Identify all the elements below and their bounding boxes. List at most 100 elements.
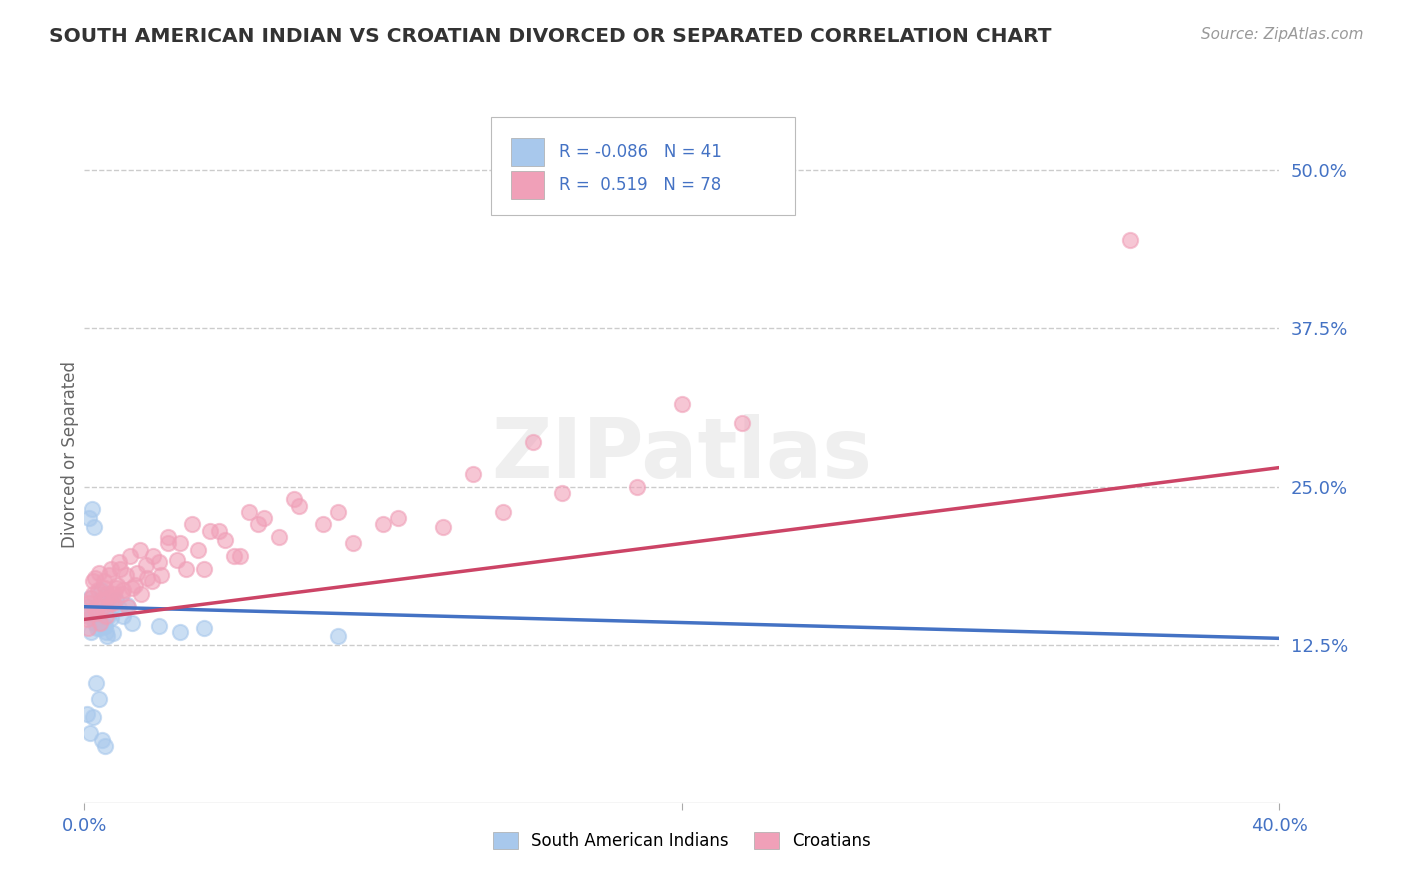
Point: [108, 562, 131, 576]
Point: [87, 612, 110, 626]
Point: [89, 616, 111, 631]
Point: [121, 616, 143, 631]
Point: [342, 536, 364, 550]
Point: [149, 568, 172, 582]
Point: [328, 505, 350, 519]
Point: [105, 578, 128, 592]
Text: SOUTH AMERICAN INDIAN VS CROATIAN DIVORCED OR SEPARATED CORRELATION CHART: SOUTH AMERICAN INDIAN VS CROATIAN DIVORC…: [49, 27, 1052, 45]
Point: [90, 593, 112, 607]
Point: [79, 591, 101, 605]
Point: [283, 492, 305, 507]
Point: [93, 618, 115, 632]
Point: [124, 578, 146, 592]
Point: [100, 611, 122, 625]
Point: [96, 629, 118, 643]
Point: [169, 536, 191, 550]
Point: [93, 581, 115, 595]
Point: [93, 618, 115, 632]
Point: [104, 581, 127, 595]
Text: R =  0.519   N = 78: R = 0.519 N = 78: [558, 176, 721, 194]
Point: [76, 599, 98, 614]
Point: [208, 524, 231, 538]
Point: [97, 608, 120, 623]
Point: [142, 549, 165, 563]
Point: [141, 574, 163, 589]
Point: [136, 571, 159, 585]
Point: [89, 621, 111, 635]
Point: [83, 571, 105, 585]
Point: [97, 568, 120, 582]
Point: [125, 566, 148, 580]
Point: [328, 629, 350, 643]
Point: [198, 524, 221, 538]
Point: [77, 621, 100, 635]
Point: [76, 612, 98, 626]
Point: [118, 549, 141, 563]
Point: [148, 556, 170, 570]
Point: [115, 599, 138, 613]
Point: [288, 499, 311, 513]
Text: Source: ZipAtlas.com: Source: ZipAtlas.com: [1201, 27, 1364, 42]
Point: [107, 601, 129, 615]
Point: [181, 517, 204, 532]
Point: [129, 587, 152, 601]
Point: [77, 608, 100, 623]
Point: [101, 626, 124, 640]
Point: [626, 479, 648, 493]
Point: [87, 612, 110, 626]
Point: [193, 621, 215, 635]
Point: [432, 520, 454, 534]
Point: [166, 553, 188, 567]
Point: [97, 596, 120, 610]
Point: [312, 517, 335, 532]
Point: [100, 596, 122, 610]
Point: [94, 608, 117, 623]
Legend: South American Indians, Croatians: South American Indians, Croatians: [486, 826, 877, 857]
Point: [93, 574, 115, 589]
Point: [671, 397, 693, 411]
Point: [387, 511, 409, 525]
Point: [157, 530, 180, 544]
Point: [76, 707, 98, 722]
Point: [80, 502, 103, 516]
Point: [114, 568, 136, 582]
Point: [100, 562, 122, 576]
Point: [135, 558, 157, 572]
Point: [96, 587, 118, 601]
Point: [82, 574, 104, 589]
Point: [128, 542, 150, 557]
Point: [91, 599, 114, 614]
Point: [461, 467, 484, 481]
Point: [83, 520, 105, 534]
Point: [77, 511, 100, 525]
Point: [77, 596, 100, 610]
Point: [246, 517, 269, 532]
Point: [94, 739, 117, 753]
Point: [111, 608, 134, 623]
Point: [229, 549, 252, 563]
Point: [267, 530, 290, 544]
Point: [90, 599, 112, 614]
Point: [117, 599, 139, 614]
Point: [522, 435, 544, 450]
Point: [253, 511, 276, 525]
Point: [89, 566, 111, 580]
Point: [86, 621, 108, 635]
Point: [80, 625, 103, 640]
FancyBboxPatch shape: [491, 118, 796, 215]
Point: [87, 583, 110, 598]
Point: [492, 505, 515, 519]
Point: [214, 533, 236, 547]
Point: [84, 606, 107, 620]
Point: [90, 583, 112, 598]
Point: [79, 726, 101, 740]
Point: [79, 603, 101, 617]
Point: [169, 625, 191, 640]
Point: [82, 606, 104, 620]
Bar: [510, 171, 544, 199]
Point: [103, 587, 125, 601]
Point: [86, 675, 108, 690]
Point: [1119, 233, 1142, 247]
Point: [104, 593, 127, 607]
Point: [89, 692, 111, 706]
